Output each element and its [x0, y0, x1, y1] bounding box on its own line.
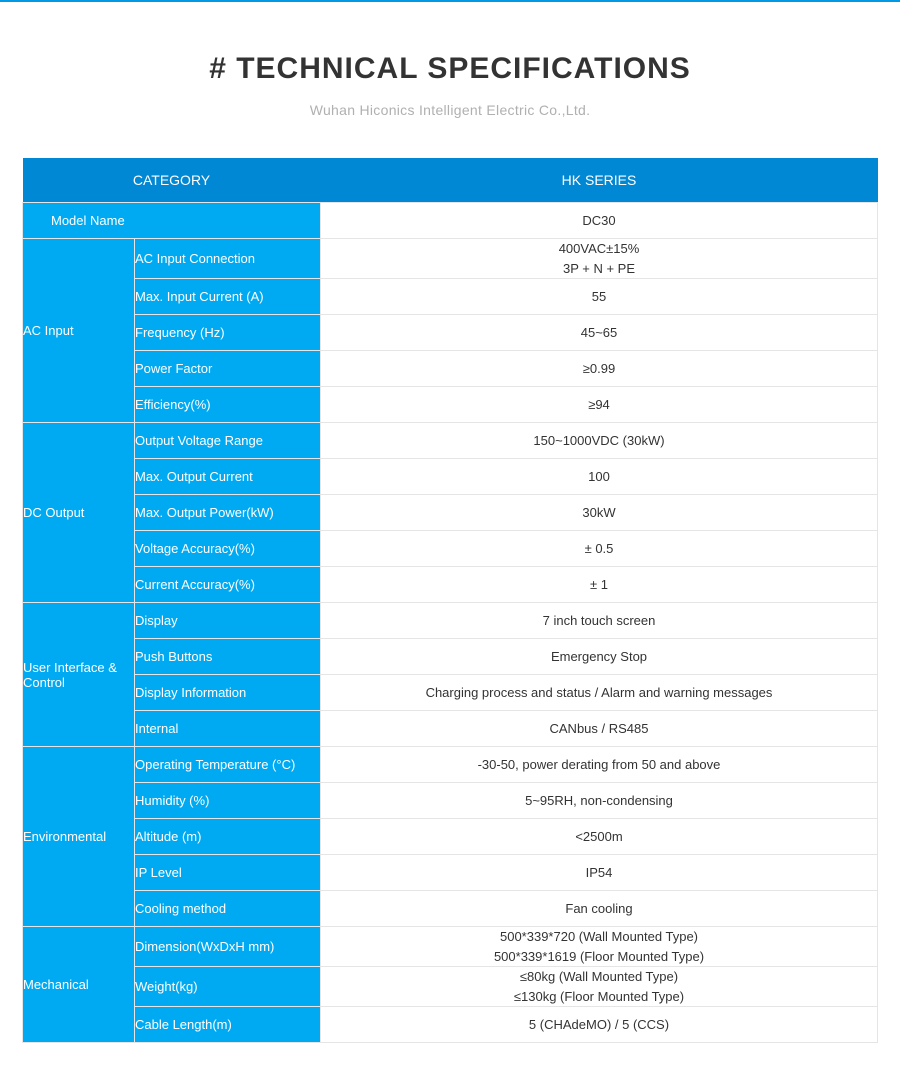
table-row: Max. Input Current (A)55 — [23, 279, 878, 315]
param-cell: Display Information — [135, 675, 321, 711]
table-row: AC InputAC Input Connection400VAC±15% 3P… — [23, 239, 878, 279]
value-cell: 500*339*720 (Wall Mounted Type) 500*339*… — [321, 927, 878, 967]
table-row: MechanicalDimension(WxDxH mm)500*339*720… — [23, 927, 878, 967]
param-cell: Max. Input Current (A) — [135, 279, 321, 315]
value-cell: 150~1000VDC (30kW) — [321, 423, 878, 459]
value-cell: Emergency Stop — [321, 639, 878, 675]
table-row: Max. Output Current100 — [23, 459, 878, 495]
value-cell: CANbus / RS485 — [321, 711, 878, 747]
table-row: Humidity (%)5~95RH, non-condensing — [23, 783, 878, 819]
value-cell: ≤80kg (Wall Mounted Type) ≤130kg (Floor … — [321, 967, 878, 1007]
spec-table-body: Model NameDC30AC InputAC Input Connectio… — [23, 203, 878, 1043]
table-header-row: CATEGORY HK SERIES — [23, 158, 878, 203]
value-cell: 5~95RH, non-condensing — [321, 783, 878, 819]
param-cell: Max. Output Current — [135, 459, 321, 495]
table-row: IP LevelIP54 — [23, 855, 878, 891]
table-row: Display InformationCharging process and … — [23, 675, 878, 711]
param-cell: Push Buttons — [135, 639, 321, 675]
param-cell: Current Accuracy(%) — [135, 567, 321, 603]
table-row: Model NameDC30 — [23, 203, 878, 239]
param-cell: Weight(kg) — [135, 967, 321, 1007]
param-cell: Voltage Accuracy(%) — [135, 531, 321, 567]
param-cell: Humidity (%) — [135, 783, 321, 819]
table-row: User Interface & ControlDisplay7 inch to… — [23, 603, 878, 639]
table-row: Push ButtonsEmergency Stop — [23, 639, 878, 675]
param-cell: Altitude (m) — [135, 819, 321, 855]
table-row: Voltage Accuracy(%)± 0.5 — [23, 531, 878, 567]
param-cell: AC Input Connection — [135, 239, 321, 279]
param-cell: Power Factor — [135, 351, 321, 387]
category-cell: DC Output — [23, 423, 135, 603]
page-title: # TECHNICAL SPECIFICATIONS — [0, 52, 900, 86]
page-subtitle: Wuhan Hiconics Intelligent Electric Co.,… — [0, 102, 900, 118]
value-cell: ± 0.5 — [321, 531, 878, 567]
param-cell: IP Level — [135, 855, 321, 891]
value-cell: 7 inch touch screen — [321, 603, 878, 639]
value-cell: ≥94 — [321, 387, 878, 423]
param-cell: Display — [135, 603, 321, 639]
category-cell: Mechanical — [23, 927, 135, 1043]
value-cell: ± 1 — [321, 567, 878, 603]
table-row: Power Factor≥0.99 — [23, 351, 878, 387]
param-cell: Cooling method — [135, 891, 321, 927]
param-cell: Frequency (Hz) — [135, 315, 321, 351]
value-cell: 400VAC±15% 3P + N + PE — [321, 239, 878, 279]
table-row: Weight(kg)≤80kg (Wall Mounted Type) ≤130… — [23, 967, 878, 1007]
table-row: Cooling methodFan cooling — [23, 891, 878, 927]
col-header-category: CATEGORY — [23, 158, 321, 203]
table-row: Frequency (Hz)45~65 — [23, 315, 878, 351]
param-cell: Operating Temperature (°C) — [135, 747, 321, 783]
table-row: Current Accuracy(%)± 1 — [23, 567, 878, 603]
value-cell: 100 — [321, 459, 878, 495]
param-cell: Model Name — [23, 203, 321, 239]
category-cell: Environmental — [23, 747, 135, 927]
param-cell: Output Voltage Range — [135, 423, 321, 459]
param-cell: Dimension(WxDxH mm) — [135, 927, 321, 967]
spec-table: CATEGORY HK SERIES Model NameDC30AC Inpu… — [22, 158, 878, 1043]
table-row: Altitude (m)<2500m — [23, 819, 878, 855]
value-cell: IP54 — [321, 855, 878, 891]
category-cell: AC Input — [23, 239, 135, 423]
value-cell: Charging process and status / Alarm and … — [321, 675, 878, 711]
table-row: InternalCANbus / RS485 — [23, 711, 878, 747]
table-row: Max. Output Power(kW)30kW — [23, 495, 878, 531]
value-cell: 55 — [321, 279, 878, 315]
value-cell: ≥0.99 — [321, 351, 878, 387]
value-cell: 30kW — [321, 495, 878, 531]
category-cell: User Interface & Control — [23, 603, 135, 747]
table-row: EnvironmentalOperating Temperature (°C)-… — [23, 747, 878, 783]
value-cell: 45~65 — [321, 315, 878, 351]
value-cell: DC30 — [321, 203, 878, 239]
param-cell: Efficiency(%) — [135, 387, 321, 423]
table-row: Efficiency(%)≥94 — [23, 387, 878, 423]
param-cell: Internal — [135, 711, 321, 747]
col-header-series: HK SERIES — [321, 158, 878, 203]
table-row: DC OutputOutput Voltage Range150~1000VDC… — [23, 423, 878, 459]
param-cell: Max. Output Power(kW) — [135, 495, 321, 531]
value-cell: Fan cooling — [321, 891, 878, 927]
value-cell: <2500m — [321, 819, 878, 855]
value-cell: -30-50, power derating from 50 and above — [321, 747, 878, 783]
page-header: # TECHNICAL SPECIFICATIONS Wuhan Hiconic… — [0, 2, 900, 148]
